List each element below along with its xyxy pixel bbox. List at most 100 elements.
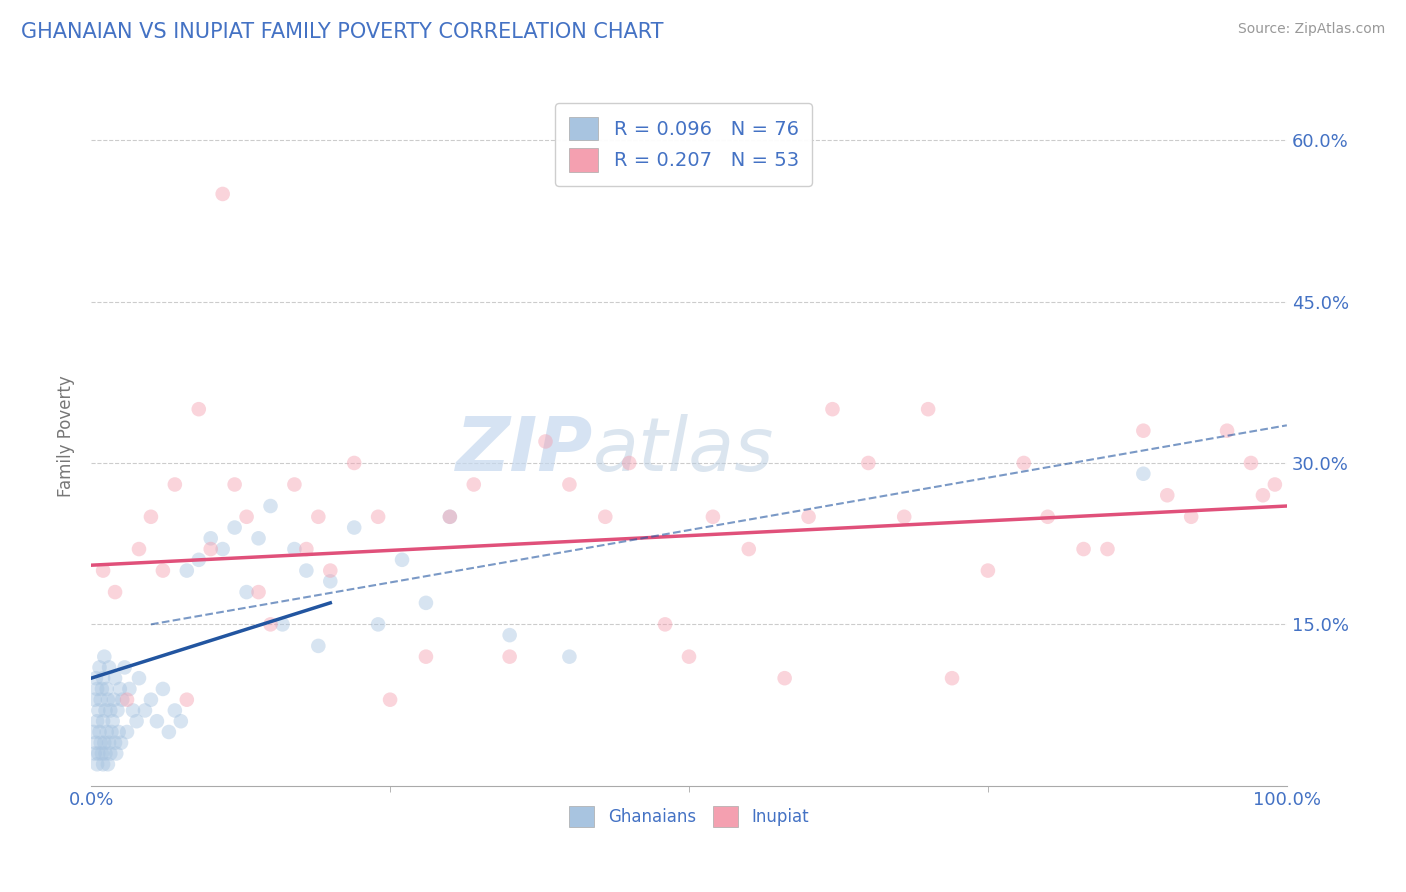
Point [139, 692, 162, 706]
Point [84, 671, 107, 685]
Point [91, 564, 114, 578]
Point [343, 520, 366, 534]
Point [595, 509, 617, 524]
Point [115, 692, 138, 706]
Point [498, 649, 520, 664]
Point [83, 692, 105, 706]
Point [103, 692, 125, 706]
Point [235, 585, 257, 599]
Point [1251, 488, 1274, 502]
Point [211, 542, 233, 557]
Point [170, 714, 193, 729]
Point [619, 456, 641, 470]
Point [295, 542, 318, 557]
Point [259, 617, 281, 632]
Point [738, 542, 761, 557]
Point [319, 564, 342, 578]
Point [146, 714, 169, 729]
Point [200, 542, 222, 557]
Point [87, 747, 110, 761]
Point [107, 703, 129, 717]
Point [1097, 542, 1119, 557]
Point [91, 757, 114, 772]
Point [94, 747, 117, 761]
Point [111, 692, 134, 706]
Point [128, 671, 150, 685]
Point [235, 509, 257, 524]
Text: Source: ZipAtlas.com: Source: ZipAtlas.com [1237, 22, 1385, 37]
Point [977, 564, 1000, 578]
Point [125, 714, 148, 729]
Point [343, 456, 366, 470]
Point [319, 574, 342, 589]
Point [678, 649, 700, 664]
Point [797, 509, 820, 524]
Point [118, 681, 141, 696]
Point [187, 553, 209, 567]
Point [1073, 542, 1095, 557]
Point [98, 703, 121, 717]
Point [91, 714, 114, 729]
Point [259, 499, 281, 513]
Point [367, 617, 389, 632]
Point [122, 703, 145, 717]
Point [97, 757, 120, 772]
Point [1216, 424, 1239, 438]
Point [152, 681, 174, 696]
Y-axis label: Family Poverty: Family Poverty [58, 376, 75, 497]
Point [211, 186, 233, 201]
Point [378, 692, 401, 706]
Point [176, 564, 198, 578]
Point [367, 509, 389, 524]
Point [534, 434, 557, 449]
Point [90, 736, 112, 750]
Point [89, 660, 111, 674]
Point [107, 725, 129, 739]
Point [415, 596, 437, 610]
Point [96, 725, 118, 739]
Text: ZIP: ZIP [456, 414, 593, 486]
Point [86, 714, 108, 729]
Point [702, 509, 724, 524]
Point [115, 725, 138, 739]
Point [821, 402, 844, 417]
Point [83, 725, 105, 739]
Point [1132, 424, 1154, 438]
Point [128, 542, 150, 557]
Point [93, 649, 115, 664]
Point [558, 477, 581, 491]
Point [152, 564, 174, 578]
Point [114, 660, 136, 674]
Point [104, 736, 127, 750]
Point [94, 703, 117, 717]
Point [83, 747, 105, 761]
Point [1180, 509, 1202, 524]
Point [98, 736, 121, 750]
Point [307, 509, 329, 524]
Text: atlas: atlas [593, 414, 775, 486]
Point [163, 703, 186, 717]
Point [893, 509, 915, 524]
Point [247, 531, 270, 545]
Point [558, 649, 581, 664]
Point [1132, 467, 1154, 481]
Point [90, 747, 112, 761]
Point [1012, 456, 1035, 470]
Point [1036, 509, 1059, 524]
Point [283, 542, 305, 557]
Point [86, 757, 108, 772]
Point [1264, 477, 1286, 491]
Point [105, 747, 128, 761]
Point [90, 681, 112, 696]
Point [98, 747, 121, 761]
Point [84, 736, 107, 750]
Point [187, 402, 209, 417]
Point [86, 681, 108, 696]
Point [97, 692, 120, 706]
Point [157, 725, 180, 739]
Point [917, 402, 939, 417]
Point [110, 736, 132, 750]
Point [391, 553, 413, 567]
Point [224, 477, 246, 491]
Point [439, 509, 461, 524]
